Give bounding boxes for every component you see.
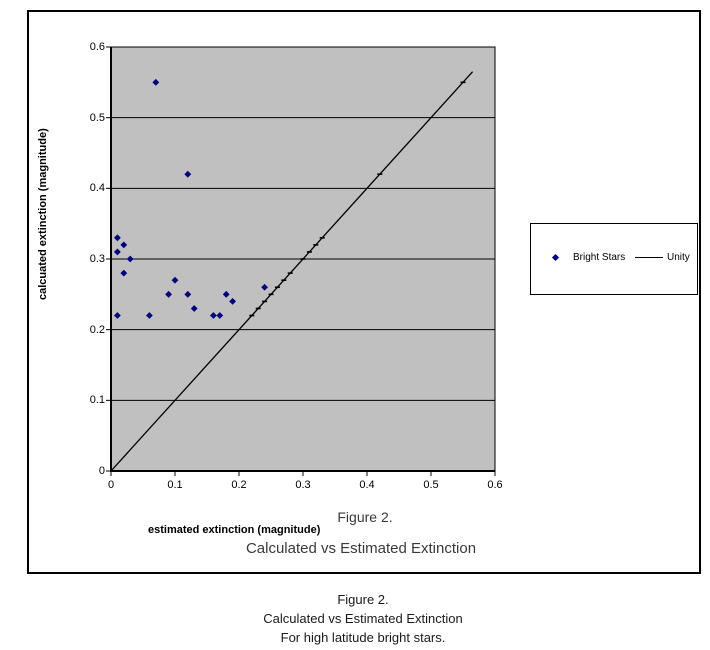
- y-tick-label: 0.3: [89, 253, 105, 265]
- x-tick-label: 0.2: [231, 479, 247, 491]
- data-point: [171, 276, 179, 284]
- x-axis-title: estimated extinction (magnitude): [148, 524, 321, 536]
- chart-title: Calculated vs Estimated Extinction: [245, 540, 477, 557]
- unity-line: [110, 71, 474, 472]
- y-tick-label: 0.1: [89, 394, 105, 407]
- y-axis-title: calcuated extinction (magnitude): [37, 128, 49, 300]
- caption-line-2: Calculated vs Estimated Extinction: [263, 611, 463, 626]
- scatter-plot-area: [106, 46, 496, 476]
- data-point: [216, 312, 224, 319]
- data-point: [222, 290, 230, 298]
- data-point: [184, 290, 192, 298]
- caption-line-3: For high latitude bright stars.: [280, 630, 446, 645]
- y-tick-label: 0: [98, 465, 105, 477]
- legend-label-unity: Unity: [667, 252, 690, 263]
- figure-number-label: Figure 2.: [337, 509, 393, 525]
- data-point: [146, 312, 153, 319]
- x-tick-label: 0.6: [487, 479, 503, 491]
- data-point: [261, 283, 268, 291]
- x-tick-label: 0.1: [167, 479, 183, 491]
- data-point: [184, 170, 192, 178]
- data-point: [165, 290, 172, 298]
- line-marker-icon: [635, 257, 663, 258]
- data-point: [190, 305, 198, 312]
- data-point: [229, 298, 236, 305]
- data-point: [120, 241, 128, 249]
- legend: Bright Stars Unity: [530, 223, 698, 295]
- data-point: [114, 312, 121, 319]
- diamond-marker-icon: [551, 253, 560, 262]
- figure-caption: Figure 2. Calculated vs Estimated Extinc…: [16, 590, 710, 647]
- y-tick-label: 0.4: [89, 182, 105, 195]
- caption-line-1: Figure 2.: [337, 592, 389, 607]
- x-tick-label: 0.5: [423, 479, 439, 491]
- y-tick-label: 0.6: [89, 41, 105, 53]
- legend-label-bright-stars: Bright Stars: [573, 252, 626, 263]
- y-tick-label: 0.5: [89, 111, 105, 124]
- y-tick-label: 0.2: [89, 323, 105, 336]
- data-point: [120, 269, 128, 277]
- x-tick-label: 0.3: [295, 479, 311, 491]
- x-tick-label: 0.4: [359, 479, 375, 491]
- data-point: [152, 78, 160, 86]
- x-tick-label: 0: [107, 479, 115, 491]
- data-point: [114, 234, 121, 242]
- data-point: [114, 248, 121, 256]
- chart-frame: 0 0.1 0.2 0.3 0.4 0.5 0.6 0 0.1 0.2 0.3 0.4 0.5 0.6 …: [27, 10, 701, 574]
- data-point: [210, 312, 217, 319]
